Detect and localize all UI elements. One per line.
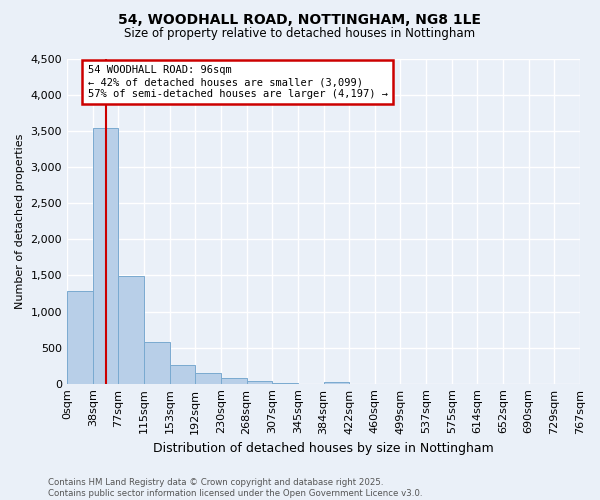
- Bar: [221, 378, 247, 384]
- Text: 54 WOODHALL ROAD: 96sqm
← 42% of detached houses are smaller (3,099)
57% of semi: 54 WOODHALL ROAD: 96sqm ← 42% of detache…: [88, 66, 388, 98]
- X-axis label: Distribution of detached houses by size in Nottingham: Distribution of detached houses by size …: [153, 442, 494, 455]
- Bar: [67, 292, 92, 384]
- Bar: [170, 366, 195, 384]
- Bar: [272, 383, 298, 384]
- Bar: [195, 373, 221, 384]
- Y-axis label: Number of detached properties: Number of detached properties: [15, 134, 25, 309]
- Bar: [144, 342, 170, 384]
- Bar: [323, 382, 349, 384]
- Text: 54, WOODHALL ROAD, NOTTINGHAM, NG8 1LE: 54, WOODHALL ROAD, NOTTINGHAM, NG8 1LE: [119, 12, 482, 26]
- Text: Contains HM Land Registry data © Crown copyright and database right 2025.
Contai: Contains HM Land Registry data © Crown c…: [48, 478, 422, 498]
- Bar: [92, 128, 118, 384]
- Bar: [118, 276, 144, 384]
- Bar: [247, 381, 272, 384]
- Text: Size of property relative to detached houses in Nottingham: Size of property relative to detached ho…: [124, 28, 476, 40]
